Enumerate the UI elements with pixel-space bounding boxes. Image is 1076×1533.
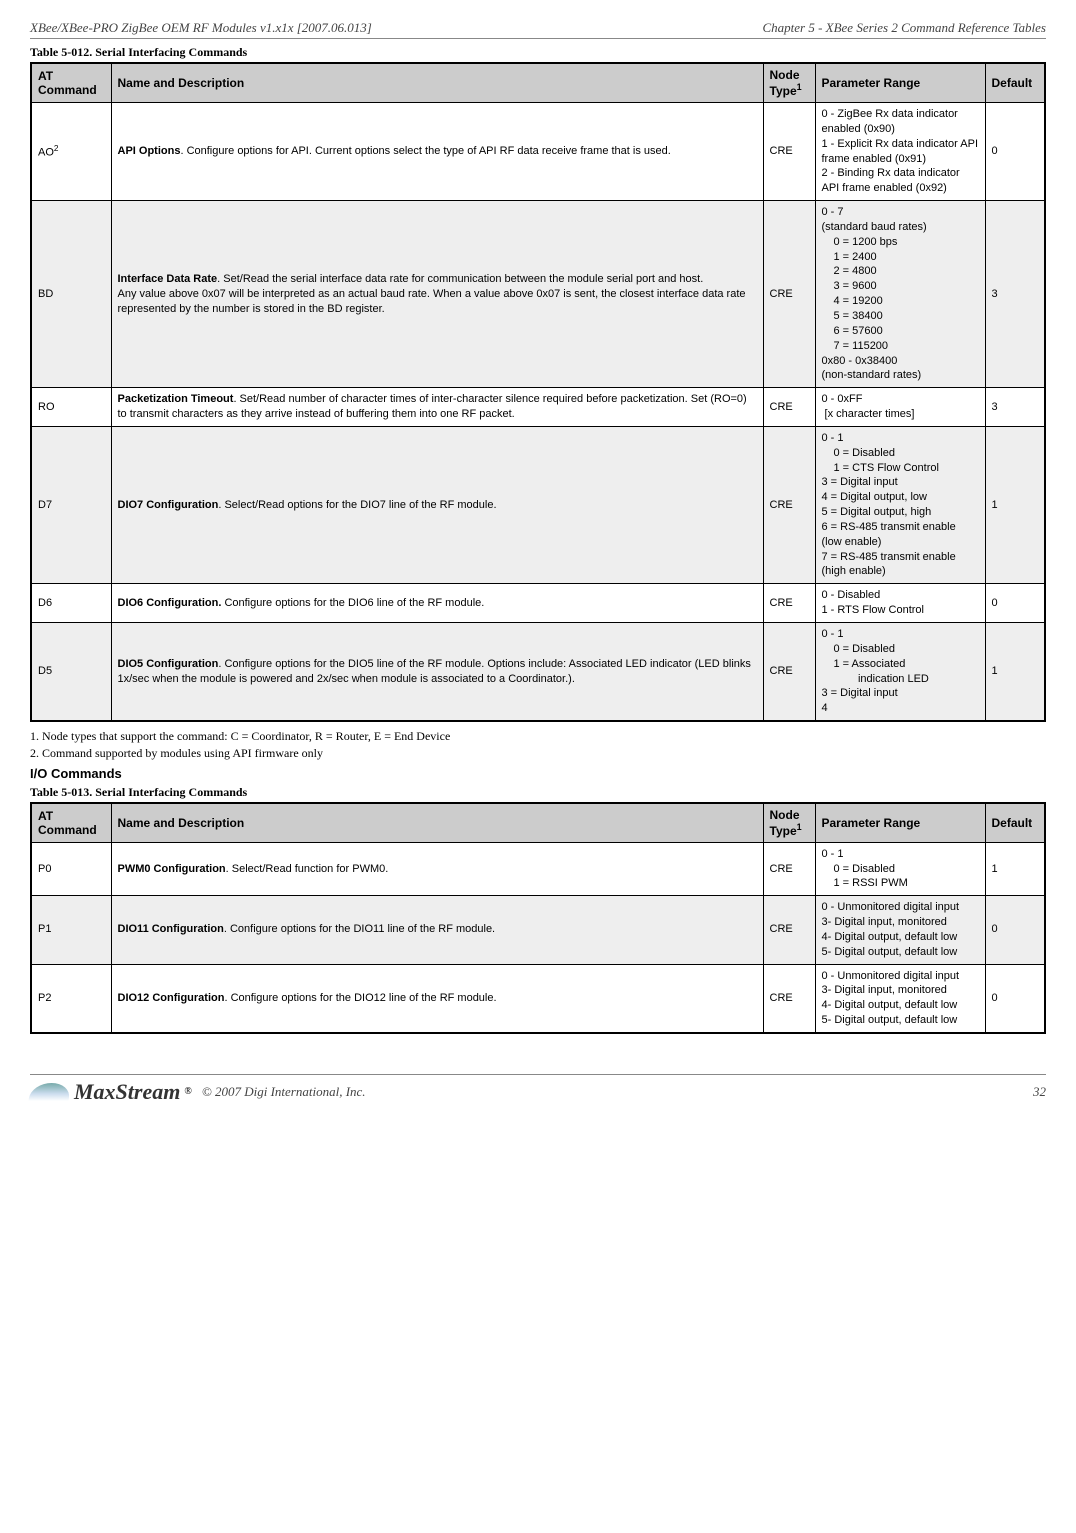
at-cell: P2 [31,964,111,1033]
def-cell: 0 [985,964,1045,1033]
table-013-body: P0PWM0 Configuration. Select/Read functi… [31,842,1045,1033]
table-012-body: AO2API Options. Configure options for AP… [31,103,1045,722]
at-cell: D6 [31,584,111,623]
def-cell: 3 [985,388,1045,427]
type-cell: CRE [763,964,815,1033]
table-row: AO2API Options. Configure options for AP… [31,103,1045,201]
table-012: AT Command Name and Description Node Typ… [30,62,1046,722]
def-cell: 1 [985,842,1045,896]
def-cell: 0 [985,103,1045,201]
type-cell: CRE [763,426,815,583]
table-012-caption: Table 5-012. Serial Interfacing Commands [30,45,1046,60]
desc-cell: Packetization Timeout. Set/Read number o… [111,388,763,427]
type-cell: CRE [763,623,815,722]
range-cell: 0 - 10 = Disabled1 = Associated indicati… [815,623,985,722]
type-cell: CRE [763,388,815,427]
range-cell: 0 - 7(standard baud rates)0 = 1200 bps1 … [815,201,985,388]
page-footer: MaxStream ® © 2007 Digi International, I… [30,1074,1046,1105]
page-header: XBee/XBee-PRO ZigBee OEM RF Modules v1.x… [30,20,1046,39]
footnote-2: 2. Command supported by modules using AP… [30,745,1046,762]
range-cell: 0 - Unmonitored digital input3- Digital … [815,896,985,964]
desc-cell: Interface Data Rate. Set/Read the serial… [111,201,763,388]
type-cell: CRE [763,201,815,388]
type-cell: CRE [763,103,815,201]
header-left: XBee/XBee-PRO ZigBee OEM RF Modules v1.x… [30,20,372,36]
table-row: ROPacketization Timeout. Set/Read number… [31,388,1045,427]
page-number: 32 [1033,1084,1046,1100]
type-cell: CRE [763,896,815,964]
at-cell: BD [31,201,111,388]
col-range: Parameter Range [815,63,985,103]
def-cell: 1 [985,426,1045,583]
at-cell: D5 [31,623,111,722]
col-def: Default [985,63,1045,103]
header-right: Chapter 5 - XBee Series 2 Command Refere… [762,20,1046,36]
desc-cell: PWM0 Configuration. Select/Read function… [111,842,763,896]
at-cell: RO [31,388,111,427]
desc-cell: DIO11 Configuration. Configure options f… [111,896,763,964]
logo: MaxStream ® [30,1079,192,1105]
copyright: © 2007 Digi International, Inc. [202,1084,366,1100]
desc-cell: DIO12 Configuration. Configure options f… [111,964,763,1033]
footnote-1: 1. Node types that support the command: … [30,728,1046,745]
table-row: P2DIO12 Configuration. Configure options… [31,964,1045,1033]
table-row: D6DIO6 Configuration. Configure options … [31,584,1045,623]
table-013: AT Command Name and Description Node Typ… [30,802,1046,1034]
at-cell: P0 [31,842,111,896]
def-cell: 0 [985,896,1045,964]
def-cell: 0 [985,584,1045,623]
type-cell: CRE [763,842,815,896]
col-name: Name and Description [111,803,763,843]
col-range: Parameter Range [815,803,985,843]
range-cell: 0 - 10 = Disabled1 = CTS Flow Control3 =… [815,426,985,583]
range-cell: 0 - 10 = Disabled1 = RSSI PWM [815,842,985,896]
table-row: P1DIO11 Configuration. Configure options… [31,896,1045,964]
range-cell: 0 - ZigBee Rx data indicator enabled (0x… [815,103,985,201]
footnotes: 1. Node types that support the command: … [30,728,1046,762]
table-row: BDInterface Data Rate. Set/Read the seri… [31,201,1045,388]
logo-swoosh-icon [28,1083,71,1101]
section-io-commands: I/O Commands [30,766,1046,781]
desc-cell: DIO5 Configuration. Configure options fo… [111,623,763,722]
table-row: P0PWM0 Configuration. Select/Read functi… [31,842,1045,896]
range-cell: 0 - 0xFF [x character times] [815,388,985,427]
desc-cell: DIO7 Configuration. Select/Read options … [111,426,763,583]
def-cell: 1 [985,623,1045,722]
col-type: Node Type1 [763,803,815,843]
table-row: D7DIO7 Configuration. Select/Read option… [31,426,1045,583]
table-row: D5DIO5 Configuration. Configure options … [31,623,1045,722]
at-cell: AO2 [31,103,111,201]
logo-text: MaxStream [74,1079,180,1105]
col-name: Name and Description [111,63,763,103]
at-cell: P1 [31,896,111,964]
col-def: Default [985,803,1045,843]
desc-cell: DIO6 Configuration. Configure options fo… [111,584,763,623]
col-at: AT Command [31,63,111,103]
col-at: AT Command [31,803,111,843]
type-cell: CRE [763,584,815,623]
range-cell: 0 - Disabled1 - RTS Flow Control [815,584,985,623]
range-cell: 0 - Unmonitored digital input3- Digital … [815,964,985,1033]
at-cell: D7 [31,426,111,583]
table-013-caption: Table 5-013. Serial Interfacing Commands [30,785,1046,800]
def-cell: 3 [985,201,1045,388]
reg-mark: ® [184,1086,191,1097]
col-type: Node Type1 [763,63,815,103]
desc-cell: API Options. Configure options for API. … [111,103,763,201]
